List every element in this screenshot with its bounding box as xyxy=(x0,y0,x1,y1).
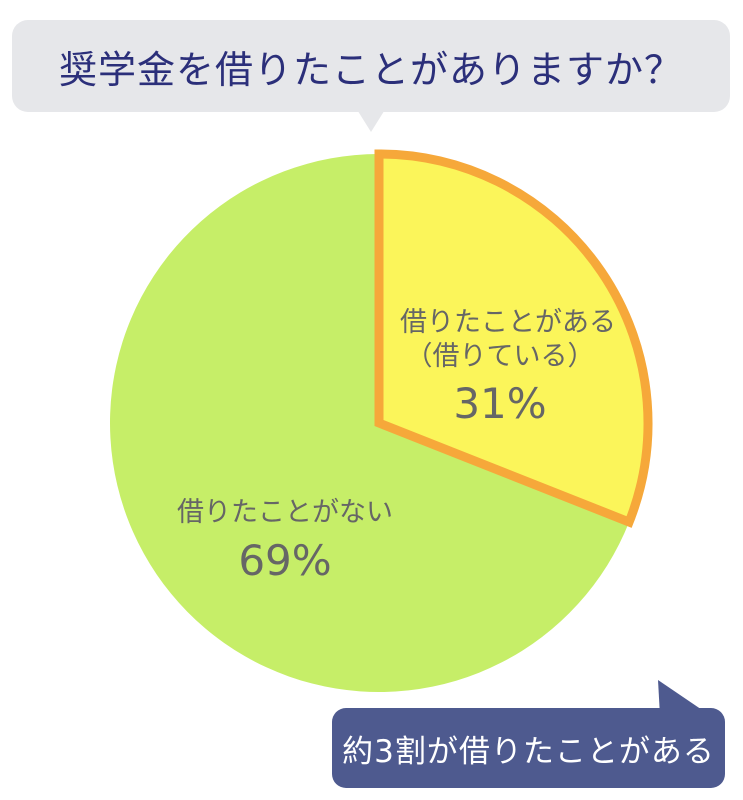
summary-callout-text: 約3割が借りたことがある xyxy=(342,733,715,770)
slice-borrowed-sublabel: （借りている） xyxy=(406,341,595,372)
question-title: 奨学金を借りたことがありますか？ xyxy=(58,47,683,92)
slice-borrowed-label: 借りたことがある xyxy=(400,307,616,338)
pie-slice-not-borrowed xyxy=(109,154,630,692)
summary-callout: 約3割が借りたことがある xyxy=(332,708,725,788)
slice-not-borrowed-value: 69% xyxy=(238,536,331,585)
pie-slice-borrowed xyxy=(374,149,653,528)
slice-borrowed-value: 31% xyxy=(453,379,546,428)
question-bubble: 奨学金を借りたことがありますか？ xyxy=(12,20,730,112)
slice-not-borrowed-label: 借りたことがない xyxy=(177,497,393,528)
question-bubble-tail xyxy=(356,108,386,132)
callout-tail xyxy=(658,680,711,716)
